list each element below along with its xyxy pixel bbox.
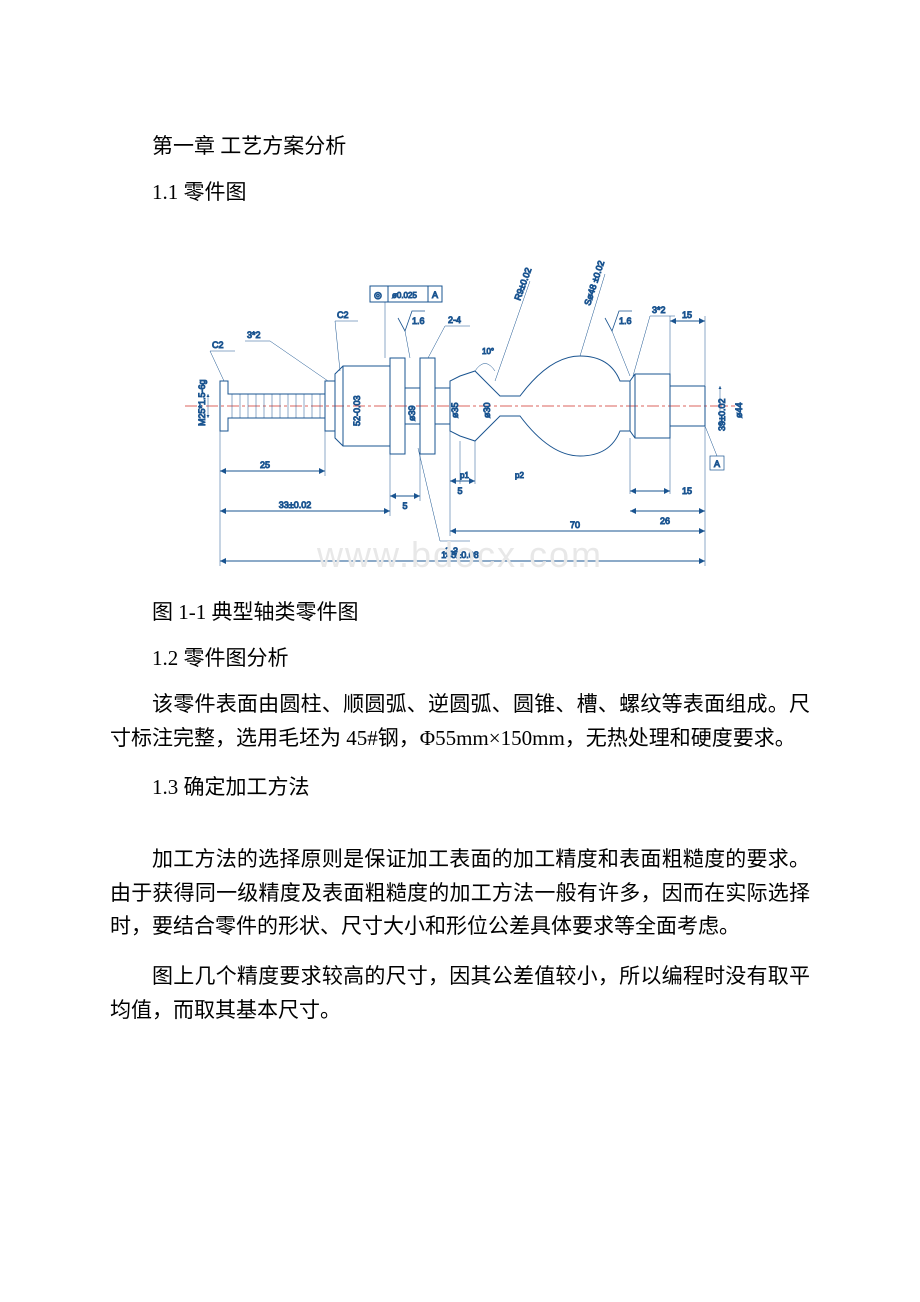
dim-33: 33±0.02 bbox=[279, 500, 311, 510]
dim-c2b: C2 bbox=[337, 310, 349, 320]
tol-datum: A bbox=[432, 290, 438, 300]
dim-10deg: 10° bbox=[482, 347, 494, 356]
ra-16b: 1.6 bbox=[619, 316, 632, 326]
section-1-3-para1: 加工方法的选择原则是保证加工表面的加工精度和表面粗糙度的要求。由于获得同一级精度… bbox=[110, 843, 810, 944]
dim-15top: 15 bbox=[682, 310, 692, 320]
dim-5b: 5 bbox=[457, 486, 462, 496]
figure-1-1-caption: 图 1-1 典型轴类零件图 bbox=[110, 596, 810, 626]
dim-3x2b: 3*2 bbox=[652, 305, 666, 315]
dim-2-4: 2-4 bbox=[448, 315, 461, 325]
dim-48: Sø48 ±0.02 bbox=[582, 259, 606, 306]
dim-39: ø39 bbox=[407, 405, 417, 421]
dim-35: ø35 bbox=[450, 402, 460, 418]
section-1-3-heading: 1.3 确定加工方法 bbox=[110, 771, 810, 801]
tol-value: ø0.025 bbox=[392, 291, 417, 300]
dim-39r: 39±0.02 bbox=[717, 399, 727, 431]
section-1-3-para2: 图上几个精度要求较高的尺寸，因其公差值较小，所以编程时没有取平均值，而取其基本尺… bbox=[110, 960, 810, 1027]
section-1-2-heading: 1.2 零件图分析 bbox=[110, 642, 810, 672]
dim-c2a: C2 bbox=[212, 340, 224, 350]
dim-3x2a: 3*2 bbox=[247, 330, 261, 340]
chapter-title: 第一章 工艺方案分析 bbox=[110, 130, 810, 160]
label-p2: p2 bbox=[515, 471, 524, 480]
dim-52: 52-0.03 bbox=[352, 395, 362, 426]
dim-thread: M25*1.5-6g bbox=[197, 379, 207, 426]
part-drawing-svg: 25 33±0.02 5 5 15 26 70 145±0.08 2-3 M25… bbox=[160, 226, 760, 586]
tol-symbol: ◎ bbox=[374, 290, 382, 300]
dim-r9: R9±0.02 bbox=[512, 266, 533, 301]
dim-44: ø44 bbox=[734, 402, 744, 418]
dim-25: 25 bbox=[260, 460, 270, 470]
dim-15: 15 bbox=[682, 486, 692, 496]
dim-30: ø30 bbox=[482, 402, 492, 418]
figure-1-1: 25 33±0.02 5 5 15 26 70 145±0.08 2-3 M25… bbox=[110, 226, 810, 586]
dim-5a: 5 bbox=[402, 501, 407, 511]
dim-26: 26 bbox=[660, 516, 670, 526]
label-p1: p1 bbox=[460, 471, 469, 480]
section-1-1-heading: 1.1 零件图 bbox=[110, 176, 810, 206]
datum-a-box: A bbox=[714, 459, 720, 469]
dim-2-3: 2-3 bbox=[445, 546, 458, 556]
section-1-2-para: 该零件表面由圆柱、顺圆弧、逆圆弧、圆锥、槽、螺纹等表面组成。尺寸标注完整，选用毛… bbox=[110, 688, 810, 755]
dim-70: 70 bbox=[570, 520, 580, 530]
ra-16a: 1.6 bbox=[412, 316, 425, 326]
